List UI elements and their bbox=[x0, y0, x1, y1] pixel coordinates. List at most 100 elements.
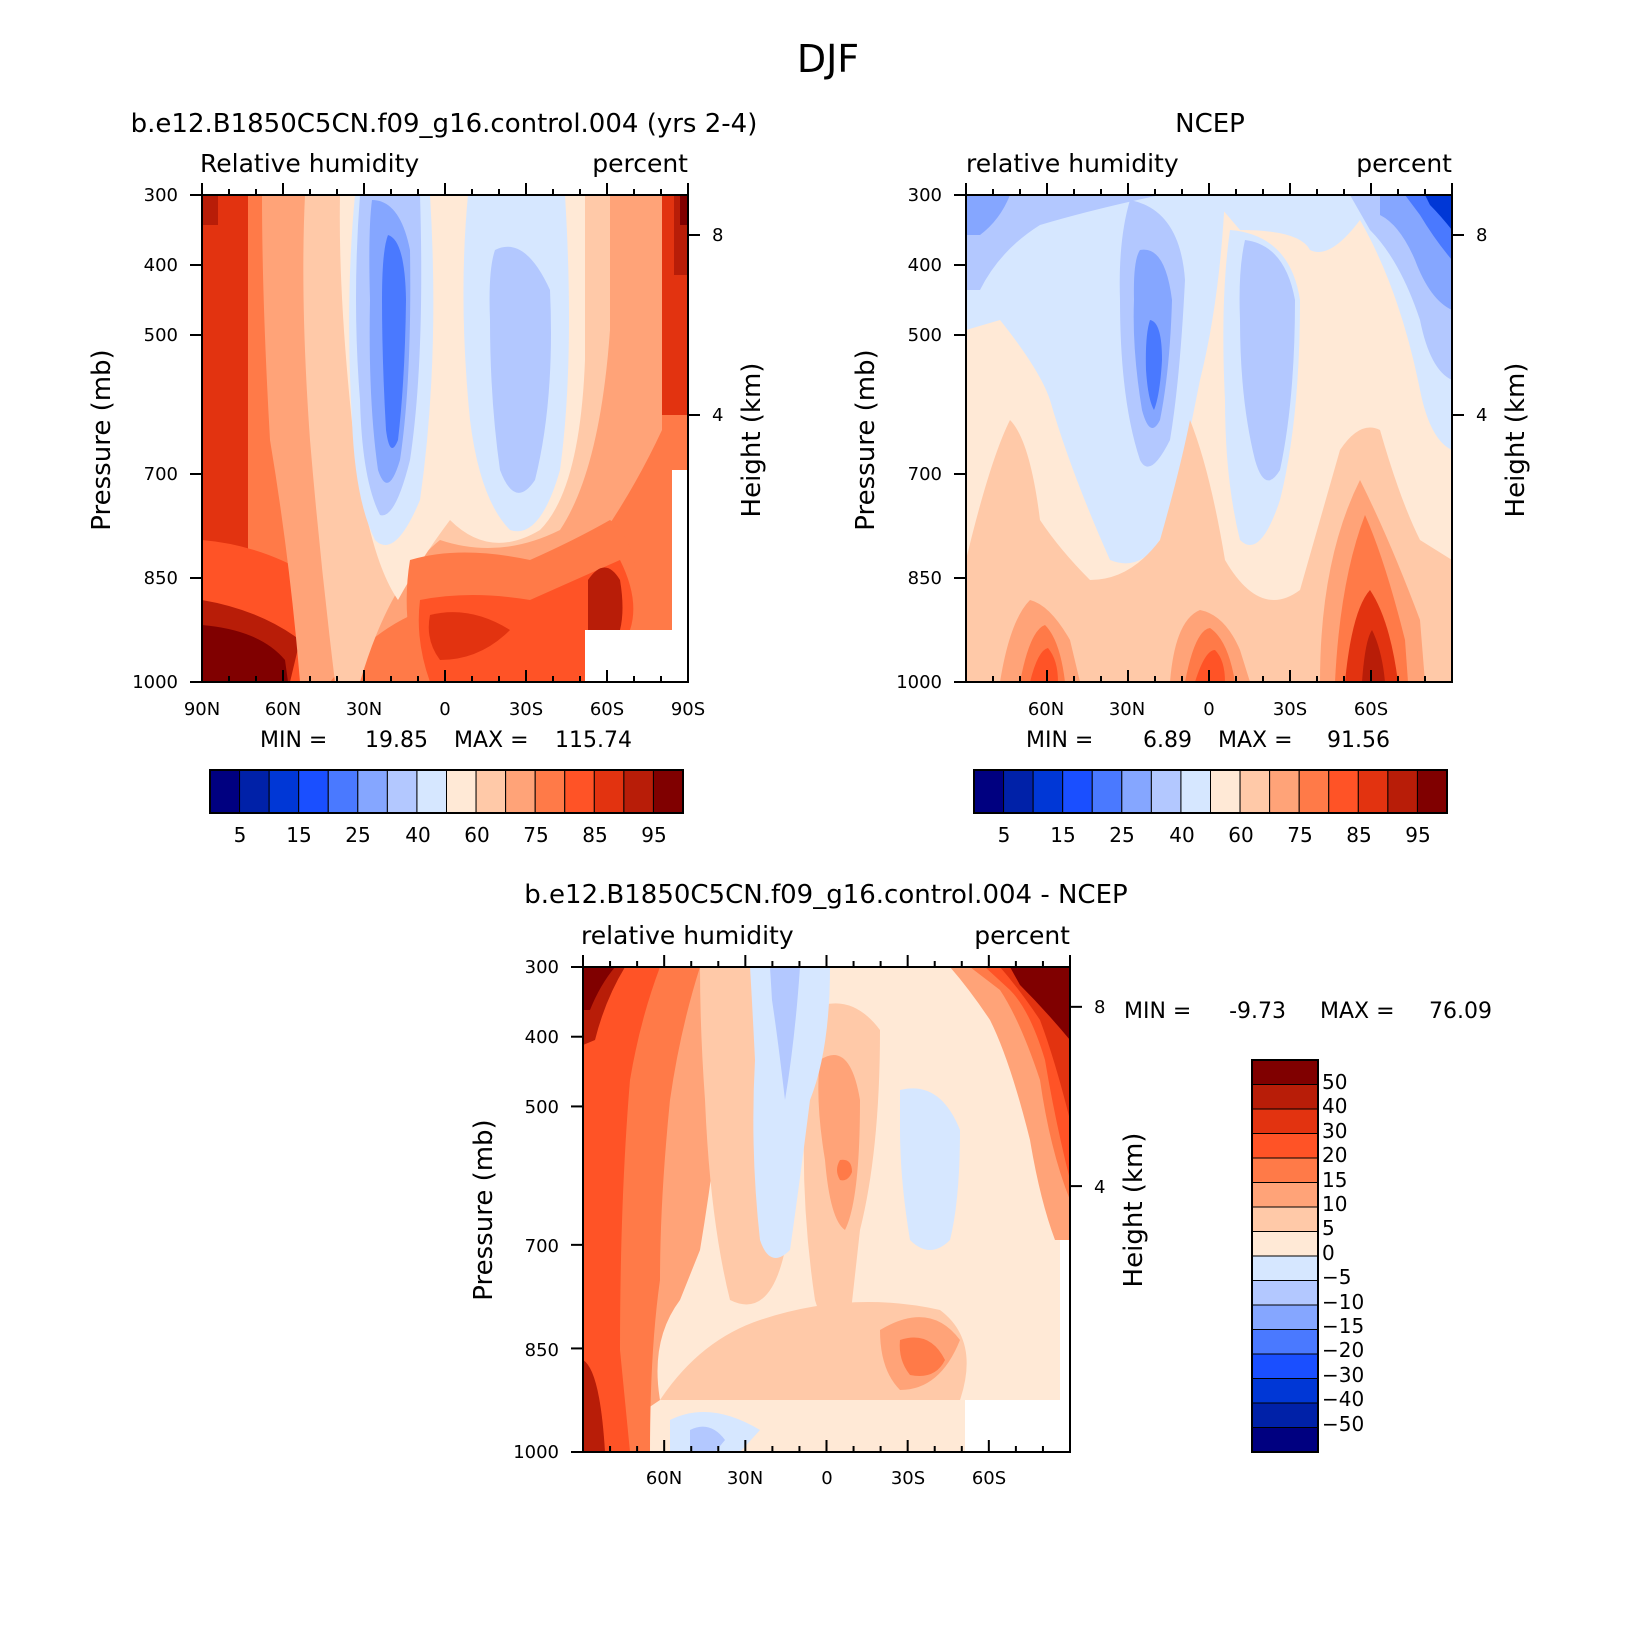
colorbar-swatch bbox=[1328, 769, 1359, 814]
x-tick-label: 60N bbox=[265, 699, 301, 720]
panel-model: b.e12.B1850C5CN.f09_g16.control.004 (yrs… bbox=[87, 109, 767, 847]
min-value: 19.85 bbox=[365, 728, 428, 753]
colorbar-swatch bbox=[327, 769, 359, 814]
colorbar-label: 85 bbox=[582, 823, 607, 847]
field-label: Relative humidity bbox=[200, 149, 419, 178]
contour-field bbox=[583, 967, 1070, 1452]
contour-fill bbox=[583, 1360, 605, 1452]
contour-fill bbox=[899, 1337, 945, 1376]
y-axis-label: Pressure (mb) bbox=[469, 1119, 499, 1300]
colorbar-swatch bbox=[593, 769, 625, 814]
y-tick-label: 1000 bbox=[132, 672, 178, 693]
contour-field bbox=[202, 195, 688, 682]
colorbar-label: −10 bbox=[1322, 1290, 1364, 1314]
y-tick-label: 700 bbox=[144, 464, 178, 485]
colorbar-swatch bbox=[268, 769, 300, 814]
colorbar-swatch bbox=[1150, 769, 1182, 814]
colorbar-swatch bbox=[1032, 769, 1064, 814]
stats-line: MIN = 6.89 MAX = 91.56 bbox=[1026, 728, 1390, 753]
y-tick-label: 500 bbox=[908, 325, 942, 346]
colorbar-label: 5 bbox=[234, 823, 247, 847]
missing-data-region bbox=[965, 1330, 1070, 1452]
missing-data-region bbox=[585, 470, 688, 682]
field-label: relative humidity bbox=[581, 921, 794, 950]
y-tick-label: 400 bbox=[908, 255, 942, 276]
colorbar-swatch bbox=[386, 769, 418, 814]
colorbar-label: 0 bbox=[1322, 1241, 1335, 1265]
max-label: MAX = bbox=[1320, 999, 1395, 1024]
colorbar-label: −5 bbox=[1322, 1265, 1351, 1289]
x-tick-label: 60N bbox=[1028, 699, 1064, 720]
colorbar-label: −30 bbox=[1322, 1363, 1364, 1387]
y2-axis-label: Height (km) bbox=[737, 363, 767, 518]
colorbar-swatch bbox=[505, 769, 536, 814]
colorbar-label: 85 bbox=[1346, 823, 1371, 847]
colorbar-swatch bbox=[1416, 769, 1448, 814]
colorbar-swatch bbox=[1062, 769, 1093, 814]
stats-line: MIN = 19.85 MAX = 115.74 bbox=[260, 728, 632, 753]
colorbar-label: 60 bbox=[464, 823, 489, 847]
colorbar: 5 15 25 40 60 75 85 95 bbox=[973, 769, 1448, 847]
max-value: 76.09 bbox=[1429, 999, 1492, 1024]
contour-fill bbox=[583, 967, 660, 1452]
panel-title: b.e12.B1850C5CN.f09_g16.control.004 - NC… bbox=[524, 880, 1127, 910]
colorbar-label: −15 bbox=[1322, 1314, 1364, 1338]
panel-title: b.e12.B1850C5CN.f09_g16.control.004 (yrs… bbox=[131, 109, 758, 139]
panel-ncep: NCEP relative humidity percent bbox=[851, 109, 1531, 847]
x-tick-label: 0 bbox=[1203, 699, 1214, 720]
colorbar-swatch bbox=[416, 769, 447, 814]
colorbar-swatch bbox=[1251, 1402, 1319, 1428]
colorbar-label: −20 bbox=[1322, 1338, 1364, 1362]
colorbar-swatch bbox=[1003, 769, 1034, 814]
max-label: MAX = bbox=[1218, 728, 1293, 753]
y2-tick-label: 4 bbox=[1094, 1177, 1105, 1198]
x-tick-label: 30N bbox=[346, 699, 382, 720]
y-tick-label: 850 bbox=[144, 568, 178, 589]
contour-field bbox=[966, 195, 1452, 682]
contour-fill bbox=[1030, 648, 1058, 682]
x-tick-label: 30S bbox=[891, 1468, 925, 1489]
axes: 90N 60N 30N 0 30S 60S 90S 300 400 500 70… bbox=[87, 183, 767, 720]
y-axis-label: Pressure (mb) bbox=[851, 349, 881, 530]
colorbar-label: 15 bbox=[1322, 1168, 1347, 1192]
y2-tick-label: 8 bbox=[712, 225, 723, 246]
x-tick-label: 60N bbox=[646, 1468, 682, 1489]
colorbar-swatch bbox=[298, 769, 329, 814]
panel-title: NCEP bbox=[1175, 109, 1245, 139]
y2-tick-label: 4 bbox=[1476, 405, 1487, 426]
colorbar-swatch bbox=[1239, 769, 1271, 814]
colorbar-frame bbox=[973, 769, 1448, 814]
colorbar-label: 75 bbox=[523, 823, 548, 847]
colorbar-label: 40 bbox=[1322, 1094, 1347, 1118]
colorbar-swatch bbox=[1251, 1157, 1319, 1183]
y-tick-label: 400 bbox=[144, 255, 178, 276]
colorbar-swatch bbox=[1210, 769, 1241, 814]
colorbar-swatch bbox=[239, 769, 270, 814]
contour-fill bbox=[690, 1426, 725, 1452]
colorbar-frame bbox=[209, 769, 684, 814]
colorbar-label: 60 bbox=[1228, 823, 1253, 847]
max-value: 91.56 bbox=[1327, 728, 1390, 753]
y-tick-label: 1000 bbox=[896, 672, 942, 693]
colorbar-swatch bbox=[1180, 769, 1211, 814]
colorbar-label: 15 bbox=[286, 823, 311, 847]
colorbar-label: 5 bbox=[998, 823, 1011, 847]
colorbar-label: 10 bbox=[1322, 1192, 1347, 1216]
colorbar-swatch bbox=[446, 769, 477, 814]
contour-fill bbox=[680, 195, 688, 225]
colorbar-swatch bbox=[623, 769, 654, 814]
colorbar-swatch bbox=[209, 769, 241, 814]
colorbar-label: 40 bbox=[405, 823, 430, 847]
colorbar-swatch bbox=[1251, 1059, 1319, 1085]
max-label: MAX = bbox=[454, 728, 529, 753]
x-tick-label: 0 bbox=[439, 699, 450, 720]
y-tick-label: 300 bbox=[525, 957, 559, 978]
y-axis-label: Pressure (mb) bbox=[87, 349, 117, 530]
min-label: MIN = bbox=[1124, 999, 1191, 1024]
figure-title: DJF bbox=[797, 37, 859, 81]
colorbar-swatch bbox=[973, 769, 1005, 814]
y-tick-label: 700 bbox=[525, 1236, 559, 1257]
field-label: relative humidity bbox=[966, 149, 1179, 178]
colorbar-label: 50 bbox=[1322, 1070, 1347, 1094]
